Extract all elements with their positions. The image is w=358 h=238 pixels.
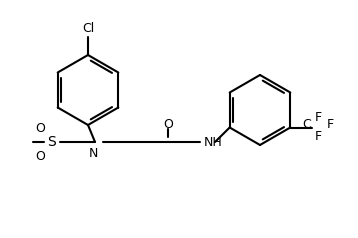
Text: F: F: [314, 111, 321, 124]
Text: Cl: Cl: [82, 23, 94, 35]
Text: O: O: [35, 149, 45, 163]
Text: O: O: [35, 122, 45, 134]
Text: F: F: [314, 130, 321, 144]
Text: F: F: [326, 118, 333, 131]
Text: C: C: [303, 118, 311, 131]
Text: NH: NH: [204, 135, 223, 149]
Text: O: O: [163, 118, 173, 130]
Text: N: N: [88, 147, 98, 160]
Text: S: S: [48, 135, 56, 149]
